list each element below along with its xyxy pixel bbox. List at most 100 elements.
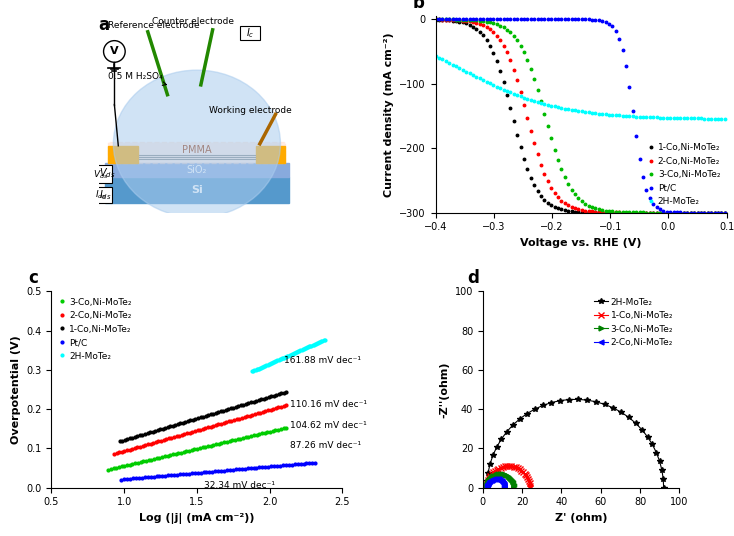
Bar [109, 146, 138, 163]
Line: 3-Co,Ni-MoTe₂: 3-Co,Ni-MoTe₂ [106, 426, 288, 471]
Pt/C [196, 470, 205, 476]
X-axis label: Voltage vs. RHE (V): Voltage vs. RHE (V) [520, 238, 642, 248]
Pt/C [117, 477, 126, 483]
3-Co,Ni-MoTe₂ [484, 480, 493, 486]
3-Co,Ni-MoTe₂ [653, 210, 661, 216]
2-Co,Ni-MoTe₂ [486, 478, 495, 484]
2H-MoTe₂ [489, 452, 498, 458]
Legend: 3-Co,Ni-MoTe₂, 2-Co,Ni-MoTe₂, 1-Co,Ni-MoTe₂, Pt/C, 2H-MoTe₂: 3-Co,Ni-MoTe₂, 2-Co,Ni-MoTe₂, 1-Co,Ni-Mo… [56, 296, 134, 362]
3-Co,Ni-MoTe₂ [485, 476, 494, 482]
2-Co,Ni-MoTe₂ [485, 478, 494, 485]
2-Co,Ni-MoTe₂ [484, 479, 493, 486]
2H-MoTe₂ [658, 466, 666, 473]
1-Co,Ni-MoTe₂ [431, 17, 440, 23]
1-Co,Ni-MoTe₂ [241, 400, 250, 407]
2H-MoTe₂ [653, 114, 661, 121]
Pt/C [146, 474, 155, 480]
Line: 1-Co,Ni-MoTe₂: 1-Co,Ni-MoTe₂ [118, 390, 288, 443]
Text: 110.16 mV dec⁻¹: 110.16 mV dec⁻¹ [290, 400, 367, 409]
3-Co,Ni-MoTe₂ [431, 16, 440, 23]
2-Co,Ni-MoTe₂ [490, 476, 499, 482]
1-Co,Ni-MoTe₂ [526, 482, 534, 489]
2-Co,Ni-MoTe₂ [499, 481, 508, 487]
2H-MoTe₂ [493, 444, 501, 450]
3-Co,Ni-MoTe₂ [103, 466, 112, 473]
3-Co,Ni-MoTe₂ [484, 478, 493, 485]
2H-MoTe₂ [574, 396, 583, 403]
1-Co,Ni-MoTe₂ [519, 469, 528, 475]
Bar [104, 177, 289, 203]
2-Co,Ni-MoTe₂ [483, 481, 492, 488]
3-Co,Ni-MoTe₂ [499, 471, 508, 478]
1-Co,Ni-MoTe₂ [272, 392, 280, 398]
3-Co,Ni-MoTe₂ [445, 16, 454, 23]
1-Co,Ni-MoTe₂ [570, 209, 579, 215]
2H-MoTe₂ [609, 405, 618, 411]
Line: Pt/C: Pt/C [435, 18, 726, 214]
Bar [240, 26, 260, 40]
2H-MoTe₂ [556, 397, 564, 404]
3-Co,Ni-MoTe₂ [498, 471, 507, 478]
2H-MoTe₂ [592, 399, 600, 405]
2H-MoTe₂ [631, 420, 640, 426]
1-Co,Ni-MoTe₂ [484, 477, 493, 483]
2-Co,Ni-MoTe₂ [431, 16, 440, 23]
Text: $V_{ds}$: $V_{ds}$ [93, 168, 109, 181]
3-Co,Ni-MoTe₂ [508, 478, 517, 484]
Bar [89, 187, 112, 203]
2-Co,Ni-MoTe₂ [462, 18, 470, 24]
1-Co,Ni-MoTe₂ [526, 485, 534, 491]
Pt/C [720, 210, 729, 216]
2H-MoTe₂ [277, 355, 286, 362]
1-Co,Ni-MoTe₂ [501, 463, 509, 470]
2-Co,Ni-MoTe₂ [497, 478, 506, 485]
Y-axis label: Overpotential (V): Overpotential (V) [11, 335, 21, 444]
2H-MoTe₂ [547, 399, 556, 406]
2H-MoTe₂ [509, 422, 517, 428]
Pt/C [653, 204, 661, 211]
Text: 0.5 M H₂SO₄: 0.5 M H₂SO₄ [109, 72, 167, 85]
2-Co,Ni-MoTe₂ [653, 210, 661, 216]
Bar [109, 142, 286, 163]
2-Co,Ni-MoTe₂ [272, 405, 280, 412]
1-Co,Ni-MoTe₂ [438, 17, 447, 23]
3-Co,Ni-MoTe₂ [504, 474, 513, 480]
1-Co,Ni-MoTe₂ [485, 474, 494, 481]
3-Co,Ni-MoTe₂ [510, 483, 519, 489]
Bar [104, 163, 289, 177]
2H-MoTe₂ [497, 436, 506, 442]
2H-MoTe₂ [502, 429, 511, 435]
Text: 87.26 mV dec⁻¹: 87.26 mV dec⁻¹ [290, 441, 361, 450]
1-Co,Ni-MoTe₂ [496, 464, 505, 471]
2-Co,Ni-MoTe₂ [498, 479, 506, 485]
Line: Pt/C: Pt/C [120, 461, 316, 481]
Text: 161.88 mV dec⁻¹: 161.88 mV dec⁻¹ [284, 355, 361, 364]
1-Co,Ni-MoTe₂ [486, 473, 495, 479]
3-Co,Ni-MoTe₂ [271, 427, 280, 434]
3-Co,Ni-MoTe₂ [462, 17, 470, 23]
2H-MoTe₂ [600, 401, 609, 408]
2-Co,Ni-MoTe₂ [109, 451, 118, 457]
3-Co,Ni-MoTe₂ [489, 473, 498, 480]
1-Co,Ni-MoTe₂ [520, 471, 529, 477]
1-Co,Ni-MoTe₂ [498, 464, 507, 470]
Pt/C [161, 472, 170, 479]
3-Co,Ni-MoTe₂ [506, 474, 515, 481]
Text: a: a [98, 16, 110, 34]
2H-MoTe₂ [320, 337, 329, 343]
2-Co,Ni-MoTe₂ [500, 483, 509, 490]
Pt/C [438, 16, 447, 23]
3-Co,Ni-MoTe₂ [495, 471, 504, 477]
Line: 1-Co,Ni-MoTe₂: 1-Co,Ni-MoTe₂ [484, 464, 533, 490]
Line: 2-Co,Ni-MoTe₂: 2-Co,Ni-MoTe₂ [484, 477, 507, 490]
2H-MoTe₂ [438, 56, 447, 63]
1-Co,Ni-MoTe₂ [141, 430, 150, 437]
3-Co,Ni-MoTe₂ [282, 425, 291, 431]
1-Co,Ni-MoTe₂ [115, 438, 124, 444]
3-Co,Ni-MoTe₂ [239, 435, 247, 441]
1-Co,Ni-MoTe₂ [522, 472, 531, 479]
2-Co,Ni-MoTe₂ [500, 485, 509, 491]
Text: PMMA: PMMA [182, 145, 211, 155]
2H-MoTe₂ [625, 414, 633, 421]
3-Co,Ni-MoTe₂ [185, 448, 194, 454]
